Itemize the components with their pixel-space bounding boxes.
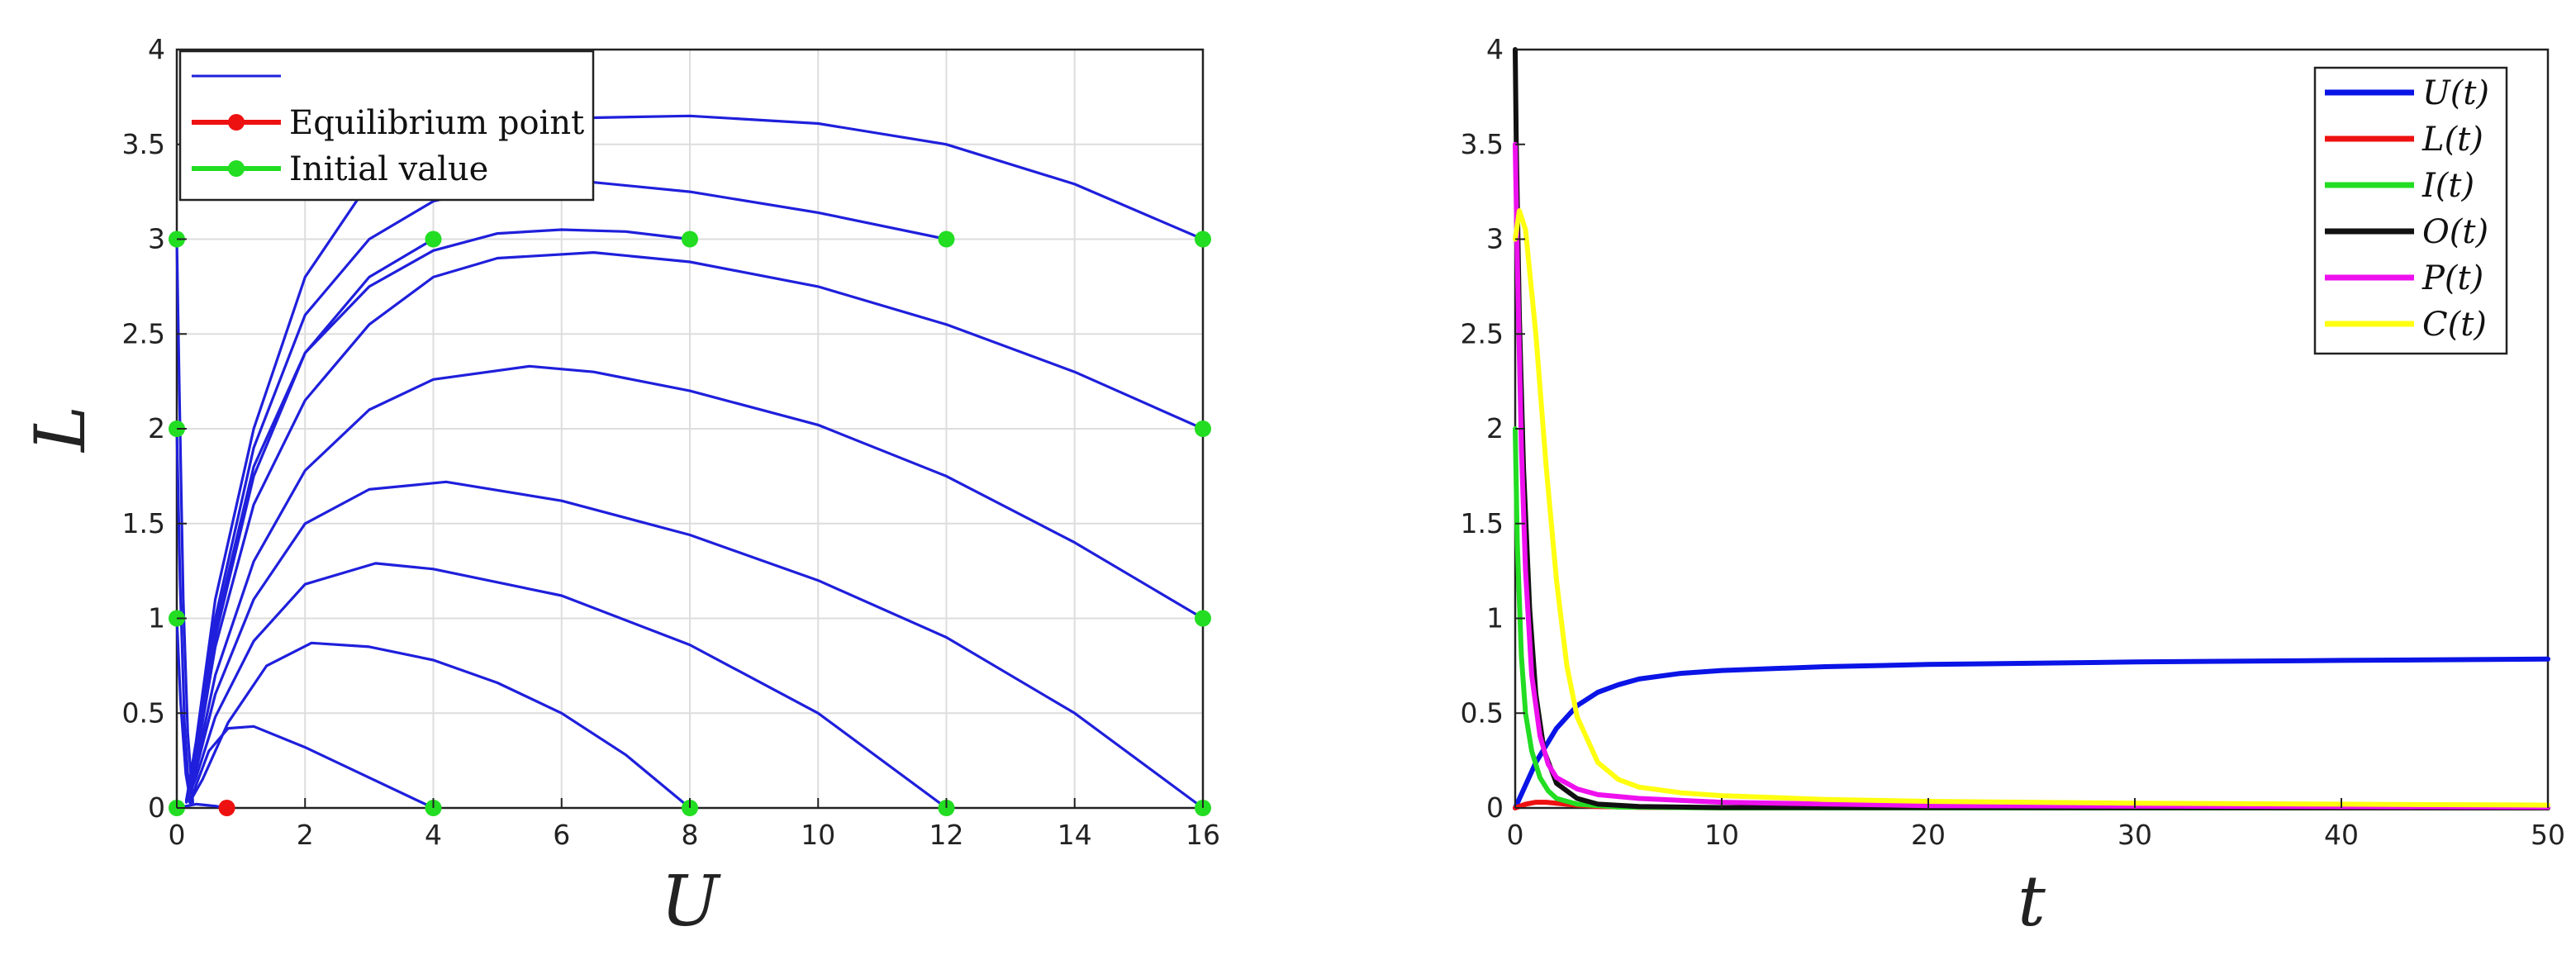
legend-marker <box>228 160 245 177</box>
y-tick-label: 0.5 <box>1461 696 1504 729</box>
phase-portrait-y-ticks: 0 0.5 1 1.5 2 2.5 3 3.5 4 <box>122 33 187 824</box>
series-line-It <box>1513 426 2550 810</box>
y-tick-label: 0 <box>148 791 165 824</box>
trajectory-line <box>185 480 1205 810</box>
y-tick-label: 0 <box>1486 791 1504 824</box>
x-tick-label: 10 <box>1704 819 1739 851</box>
phase-portrait-y-axis-label: L <box>20 406 101 454</box>
trajectories <box>175 114 1205 810</box>
x-tick-label: 6 <box>553 819 570 851</box>
y-tick-label: 3 <box>1486 223 1504 255</box>
time-series-x-axis-label: t <box>2018 861 2046 942</box>
y-tick-label: 1.5 <box>1461 507 1504 539</box>
trajectory-line <box>185 364 1205 804</box>
x-tick-label: 20 <box>1911 819 1946 851</box>
legend-label: P(t) <box>2422 259 2483 297</box>
initial-value-point <box>938 230 955 248</box>
legend-label: L(t) <box>2422 121 2483 159</box>
series-line-Ct <box>1513 208 2550 808</box>
time-series-lines <box>1513 47 2550 810</box>
trajectory-line <box>175 427 192 804</box>
trajectory-line <box>175 237 194 804</box>
equilibrium-point <box>218 800 235 816</box>
trajectory-line <box>185 562 948 810</box>
y-tick-label: 3 <box>148 223 165 255</box>
y-tick-label: 2.5 <box>122 317 165 349</box>
phase-portrait-x-ticks: 0 2 4 6 8 10 12 14 16 <box>169 798 1220 851</box>
y-tick-label: 4 <box>148 33 165 65</box>
y-tick-label: 1 <box>1486 602 1504 634</box>
x-tick-label: 30 <box>2117 819 2152 851</box>
y-tick-label: 2.5 <box>1461 317 1504 349</box>
series-line-Pt <box>1513 141 2550 810</box>
x-tick-label: 0 <box>169 819 186 851</box>
legend-label: Equilibrium point <box>289 104 584 142</box>
trajectory-line <box>185 181 948 802</box>
y-tick-label: 3.5 <box>122 128 165 160</box>
y-tick-label: 2 <box>1486 412 1504 444</box>
phase-portrait-legend: Equilibrium point Initial value <box>178 50 595 202</box>
y-tick-label: 1 <box>148 602 165 634</box>
x-tick-label: 40 <box>2324 819 2359 851</box>
legend-box <box>2313 66 2508 355</box>
trajectory-line <box>185 251 1205 802</box>
time-series-legend: U(t) L(t) I(t) O(t) P(t) C(t) <box>2313 66 2508 355</box>
y-tick-label: 0.5 <box>122 696 165 729</box>
initial-value-point <box>1195 610 1211 627</box>
legend-label: C(t) <box>2422 306 2487 344</box>
phase-portrait-x-axis-label: U <box>661 861 722 942</box>
legend-label: U(t) <box>2422 74 2489 112</box>
x-tick-label: 0 <box>1507 819 1524 851</box>
time-series-y-ticks: 0 0.5 1 1.5 2 2.5 3 3.5 4 <box>1461 33 1525 824</box>
x-tick-label: 16 <box>1186 819 1220 851</box>
series-line-Ut <box>1513 656 2550 810</box>
y-tick-label: 3.5 <box>1461 128 1504 160</box>
trajectory-line <box>175 616 192 805</box>
x-tick-label: 2 <box>297 819 314 851</box>
x-tick-label: 14 <box>1057 819 1092 851</box>
trajectory-line <box>188 725 435 810</box>
time-series-x-ticks: 0 10 20 30 40 50 <box>1507 798 2565 851</box>
x-tick-label: 4 <box>425 819 442 851</box>
legend-label: O(t) <box>2422 213 2488 251</box>
legend-marker <box>228 114 245 131</box>
phase-portrait-panel: 0 2 4 6 8 10 12 14 16 0 0.5 1 1.5 2 2.5 3 3.5 4 U L Equi… <box>20 33 1220 942</box>
legend-label: I(t) <box>2422 167 2474 205</box>
x-tick-label: 12 <box>929 819 964 851</box>
x-tick-label: 50 <box>2531 819 2565 851</box>
x-tick-label: 8 <box>682 819 699 851</box>
initial-value-point <box>1195 420 1211 437</box>
legend-label: Initial value <box>289 150 488 188</box>
initial-value-point <box>1195 230 1211 248</box>
equilibrium-points <box>218 800 235 816</box>
y-tick-label: 1.5 <box>122 507 165 539</box>
y-tick-label: 2 <box>148 412 165 444</box>
y-tick-label: 4 <box>1486 33 1504 65</box>
initial-value-point <box>425 230 442 248</box>
initial-value-point <box>682 230 698 248</box>
trajectory-line <box>188 641 692 810</box>
x-tick-label: 10 <box>801 819 835 851</box>
time-series-panel: 0 10 20 30 40 50 0 0.5 1 1.5 2 2.5 3 3.5 4 t U(t) L(t)… <box>1461 33 2565 942</box>
